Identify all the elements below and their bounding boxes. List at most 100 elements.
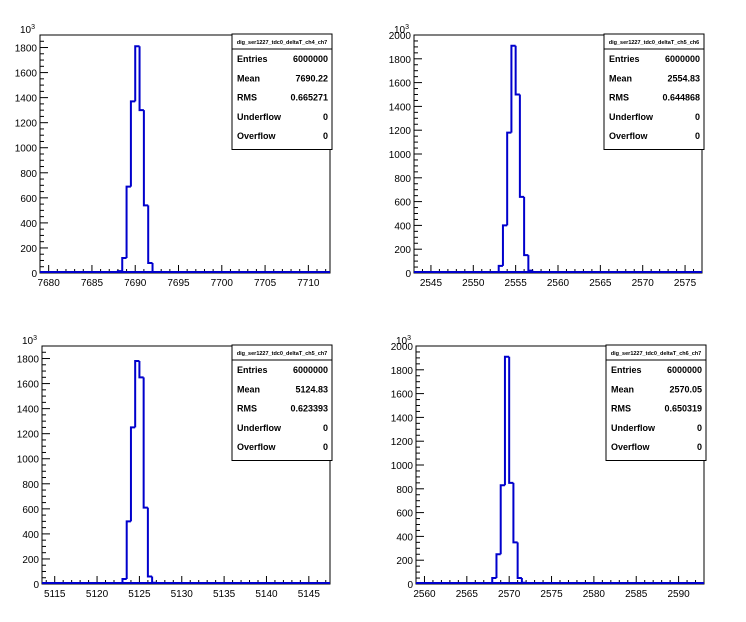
y-tick-label: 2000 [391,342,414,353]
y-tick-label: 1800 [15,44,38,55]
stats-label: Underflow [609,112,654,122]
histogram-bin [146,507,153,578]
stats-value: 0.623393 [290,404,328,414]
stats-value: 2570.05 [669,384,702,394]
y-tick-label: 1200 [15,119,38,130]
x-tick-label: 2570 [498,589,521,600]
x-tick-label: 2565 [589,278,612,289]
stats-value: 0 [323,442,328,452]
x-tick-label: 2570 [632,278,655,289]
stats-label: Mean [611,384,634,394]
y-tick-label: 600 [22,505,39,516]
y-tick-label: 1600 [389,79,412,90]
histogram-bin [129,426,136,522]
histogram-bin [503,355,510,486]
x-tick-label: 2560 [547,278,570,289]
y-tick-label: 1800 [17,355,40,366]
histogram-bin [506,131,512,226]
y-exponent-base: 10 [22,336,34,347]
histogram-bin [142,110,149,207]
stats-value: 0.650319 [664,404,702,414]
y-exponent-label: 103 [22,335,37,347]
y-tick-label: 1600 [17,380,40,391]
stats-label: RMS [611,404,631,414]
stats-label: Overflow [237,442,277,452]
y-tick-label: 0 [33,580,39,591]
stats-label: Mean [237,73,260,83]
x-tick-label: 7690 [124,278,147,289]
stats-value: 0 [323,423,328,433]
y-tick-label: 1400 [391,413,414,424]
y-tick-label: 200 [394,245,411,256]
y-tick-label: 1000 [15,144,38,155]
histogram-bin [138,361,144,379]
stats-title: dig_ser1227_tdc0_deltaT_ch4_ch7 [237,40,328,46]
x-tick-label: 7710 [297,278,320,289]
stats-box [605,344,707,461]
x-tick-label: 2560 [413,589,436,600]
y-tick-label: 1600 [15,69,38,80]
y-tick-label: 400 [396,532,413,543]
histogram-bin [121,256,127,272]
x-tick-label: 2575 [540,589,563,600]
y-tick-label: 1800 [391,366,414,377]
x-tick-label: 2550 [462,278,485,289]
y-tick-label: 800 [396,485,413,496]
y-tick-label: 1000 [391,461,414,472]
x-tick-label: 7685 [81,278,104,289]
histogram-bin [495,553,501,579]
stats-label: Underflow [237,112,282,122]
x-tick-label: 7680 [38,278,61,289]
y-exponent-label: 103 [394,24,409,36]
y-tick-label: 0 [407,580,413,591]
stats-value: 6000000 [293,54,328,64]
stats-label: Overflow [611,442,651,452]
y-exponent-label: 103 [20,24,35,36]
histogram-bin [134,45,140,102]
x-tick-label: 2580 [583,589,606,600]
y-tick-label: 1600 [391,390,414,401]
stats-value: 6000000 [665,54,700,64]
y-tick-label: 1000 [17,455,40,466]
stats-value: 6000000 [667,365,702,375]
histogram-bin [499,484,505,555]
x-tick-label: 7695 [167,278,190,289]
x-tick-label: 7705 [254,278,277,289]
stats-value: 5124.83 [295,384,328,394]
stats-value: 0 [695,112,700,122]
x-tick-label: 5115 [44,589,66,600]
y-tick-label: 800 [22,480,39,491]
y-exponent-label: 103 [396,335,411,347]
y-exponent-power: 3 [407,335,411,342]
stats-label: Mean [237,384,260,394]
stats-label: RMS [237,404,257,414]
histogram-bin [512,482,518,544]
y-tick-label: 200 [396,556,413,567]
x-tick-label: 2585 [625,589,648,600]
stats-label: RMS [237,93,257,103]
y-exponent-base: 10 [396,336,408,347]
stats-label: Overflow [237,131,277,141]
histogram-bin [508,356,514,484]
stats-label: Entries [237,365,268,375]
stats-title: dig_ser1227_tdc0_deltaT_ch5_ch6 [609,40,700,46]
y-tick-label: 200 [20,244,37,255]
histogram-bin [125,185,131,258]
histogram-bin [151,576,157,584]
stats-value: 7690.22 [295,73,328,83]
histogram-bin [523,196,529,257]
histogram-bin [527,255,533,272]
y-exponent-power: 3 [31,24,35,31]
histogram-bin [510,44,516,133]
x-tick-label: 2555 [505,278,528,289]
x-tick-label: 5120 [86,589,109,600]
histogram-bin [147,205,153,264]
histogram-bin [134,360,140,428]
y-tick-label: 1400 [389,102,412,113]
y-tick-label: 400 [394,221,411,232]
stats-label: Mean [609,73,632,83]
x-tick-label: 7700 [211,278,234,289]
stats-title: dig_ser1227_tdc0_deltaT_ch6_ch7 [611,351,702,357]
x-tick-label: 5125 [128,589,151,600]
histogram-bin [125,520,131,579]
